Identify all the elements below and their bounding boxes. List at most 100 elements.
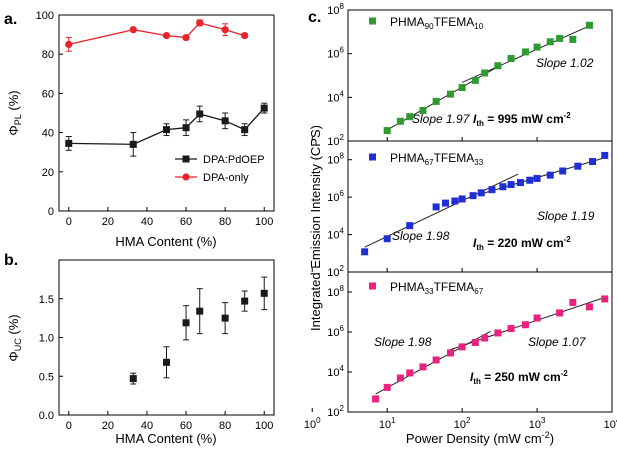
data-point	[533, 314, 541, 322]
x-tick-label: 40	[141, 216, 153, 228]
data-point	[556, 309, 564, 317]
panel-b-y-ticks: 0.0 0.5 1.0 1.5	[39, 294, 63, 422]
data-point	[260, 289, 268, 297]
data-point	[458, 195, 466, 203]
x-tick-label: 20	[102, 216, 114, 228]
x-tick-label: 60	[180, 216, 192, 228]
y-tick-label: 80	[42, 49, 54, 61]
panel-a-frame	[58, 14, 275, 212]
subplot-3-threshold-label: Ith = 250 mW cm-2	[470, 369, 568, 386]
data-point	[499, 183, 507, 191]
data-point	[129, 26, 137, 34]
data-point	[406, 222, 414, 230]
data-point	[441, 199, 449, 207]
data-point	[241, 126, 249, 134]
x-tick-label: 104	[604, 416, 617, 431]
data-point	[481, 69, 489, 77]
x-tick-label: 60	[180, 420, 192, 432]
data-point	[129, 375, 137, 383]
data-point	[526, 176, 534, 184]
data-point	[361, 248, 369, 256]
data-point	[585, 303, 593, 311]
data-point	[65, 40, 73, 49]
panel-a-x-axis-label: HMA Content (%)	[115, 234, 216, 249]
panel-b-label: b.	[4, 252, 18, 269]
data-point	[396, 117, 404, 125]
panel-c: c. Integrated Emission Intensity (CPS) P…	[304, 2, 617, 446]
subplot-2-x-tickmarks	[311, 268, 613, 272]
data-point	[507, 181, 515, 189]
data-point	[488, 186, 496, 194]
data-point	[546, 38, 554, 46]
panel-b-x-axis-label: HMA Content (%)	[115, 431, 216, 446]
legend-label-dpa-only: DPA-only	[203, 172, 249, 184]
x-tick-label: 100	[255, 420, 273, 432]
y-tick-label: 0	[48, 206, 54, 218]
data-point	[447, 349, 455, 357]
panel-b-frame	[58, 259, 275, 416]
panel-a: a. 0 20 40 60 80 100 0 20 40 60 80 100 HMA Content…	[4, 10, 275, 249]
panel-b-y-axis-label: ΦUC (%)	[6, 314, 23, 361]
data-point	[507, 55, 515, 63]
data-point	[546, 171, 554, 179]
y-tick-label: 106	[327, 189, 344, 204]
panel-a-y-axis-label: ΦPL (%)	[6, 90, 23, 135]
subplot-1-legend-marker	[369, 17, 376, 25]
panel-c-subplot-3: 102 104 106 108 100 101 102 103 104 PHMA33TFEMA…	[304, 271, 617, 431]
data-point	[569, 298, 577, 306]
y-tick-label: 0.0	[39, 410, 54, 422]
data-point	[383, 383, 391, 391]
panel-c-subplot-1: 102 104 106 108 PHMA90TFEMA10 Slope 1.02 Sl…	[311, 2, 613, 148]
x-tick-label: 80	[219, 420, 231, 432]
data-point	[129, 140, 137, 148]
data-point	[196, 110, 204, 118]
data-point	[471, 338, 479, 346]
data-point	[221, 117, 229, 125]
y-tick-label: 104	[327, 89, 344, 104]
data-point	[241, 31, 249, 40]
data-point	[432, 97, 440, 105]
legend-marker-dpa-only	[182, 173, 190, 181]
data-point	[494, 329, 502, 337]
panel-c-y-axis-label: Integrated Emission Intensity (CPS)	[308, 125, 323, 331]
subplot-1-slope-label-high: Slope 1.02	[536, 56, 594, 70]
y-tick-label: 108	[327, 152, 344, 167]
data-point	[406, 113, 414, 121]
data-point	[419, 106, 427, 114]
subplot-3-slope-label-high: Slope 1.07	[528, 335, 587, 349]
x-tick-label: 103	[529, 416, 546, 431]
x-tick-label: 100	[304, 416, 321, 431]
data-point	[533, 174, 541, 182]
data-point	[196, 19, 204, 27]
panel-c-subplot-2: 102 104 106 108 PHMA67TFEMA33 Slope 1.19 Sl…	[311, 140, 613, 279]
panel-a-y-ticks: 0 20 40 60 80 100	[36, 10, 63, 218]
panel-a-x-ticks: 0 20 40 60 80 100	[66, 207, 273, 228]
panel-a-marks	[65, 19, 268, 157]
data-point	[162, 31, 171, 40]
panel-b-x-ticks: 0 20 40 60 80 100	[66, 411, 273, 432]
x-tick-label: 20	[102, 420, 114, 432]
data-point	[458, 343, 466, 351]
y-tick-label: 102	[327, 133, 344, 148]
series-line	[68, 22, 245, 46]
subplot-1-y-ticks: 102 104 106 108	[327, 2, 352, 148]
data-point	[533, 43, 541, 51]
data-point	[241, 297, 249, 305]
data-point	[65, 139, 73, 147]
subplot-3-frame	[347, 271, 613, 413]
data-point	[221, 314, 229, 322]
x-tick-label: 0	[66, 216, 72, 228]
y-tick-label: 100	[36, 10, 54, 22]
subplot-2-threshold-label: Ith = 220 mW cm-2	[473, 235, 571, 252]
data-point	[507, 324, 515, 332]
subplot-1-threshold-label: Ith = 995 mW cm-2	[473, 111, 571, 128]
subplot-3-marks	[372, 295, 609, 403]
subplot-1-legend-label: PHMA90TFEMA10	[390, 15, 484, 31]
y-tick-label: 108	[327, 2, 344, 17]
y-tick-label: 20	[42, 167, 54, 179]
data-point	[432, 356, 440, 364]
data-point	[182, 319, 190, 327]
data-point	[477, 189, 485, 197]
y-tick-label: 106	[327, 324, 344, 339]
subplot-3-legend-marker	[369, 282, 376, 290]
